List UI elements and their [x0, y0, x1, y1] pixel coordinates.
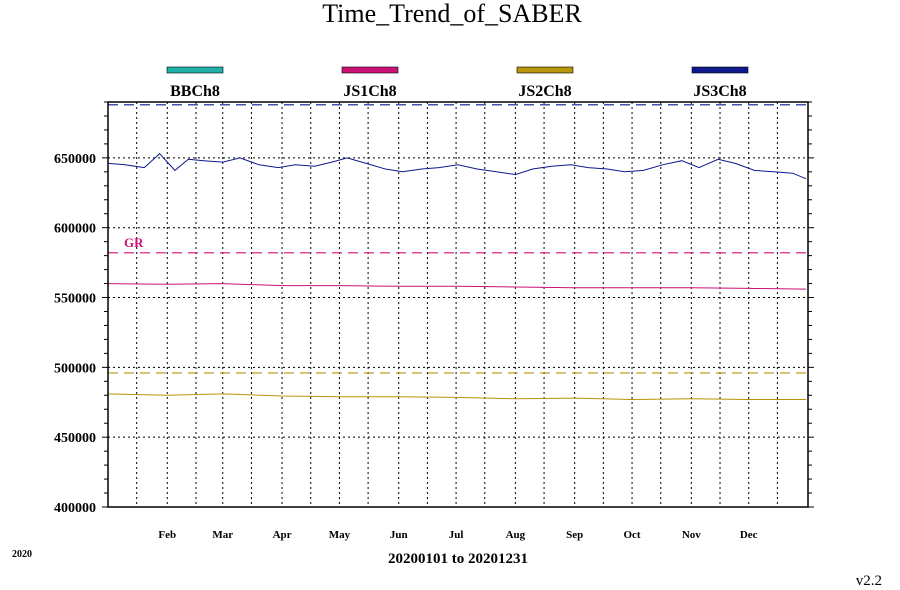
y-axis-ticks: 400000 450000 500000 550000 600000 650000 — [54, 101, 814, 516]
legend-swatch — [166, 66, 224, 74]
y-tick-label: 400000 — [54, 501, 96, 516]
grid — [108, 102, 808, 507]
x-tick-label: Aug — [506, 529, 526, 541]
series-lines — [107, 152, 807, 401]
legend-swatch — [691, 66, 749, 74]
legend-label: BBCh8 — [170, 83, 220, 100]
legend-label: JS1Ch8 — [343, 83, 396, 100]
legend-label: JS3Ch8 — [693, 83, 746, 100]
version-label: v2.2 — [856, 573, 882, 589]
date-range-label: 20200101 to 20201231 — [388, 551, 528, 567]
x-tick-label: Mar — [212, 529, 233, 541]
legend-swatch — [516, 66, 574, 74]
x-tick-label: May — [329, 529, 351, 541]
x-tick-label: Jun — [390, 529, 408, 541]
year-label: 2020 — [12, 549, 32, 560]
x-tick-label: Sep — [566, 529, 583, 541]
reference-lines: GR — [108, 104, 808, 374]
x-tick-label: Jul — [449, 529, 464, 541]
x-tick-label: Apr — [273, 529, 292, 541]
y-tick-label: 650000 — [54, 152, 96, 167]
y-tick-label: 550000 — [54, 292, 96, 307]
series-line-js3ch8 — [107, 152, 807, 180]
x-tick-label: Nov — [682, 529, 701, 541]
x-tick-label: Feb — [158, 529, 176, 541]
y-tick-label: 450000 — [54, 431, 96, 446]
chart-title: Time_Trend_of_SABER — [322, 0, 582, 28]
legend-swatch — [341, 66, 399, 74]
plot-frame — [107, 101, 809, 508]
reference-line-label: GR — [124, 235, 144, 250]
x-tick-label: Dec — [740, 529, 758, 541]
y-tick-label: 600000 — [54, 222, 96, 237]
legend-label: JS2Ch8 — [518, 83, 571, 100]
x-axis-ticks: Feb Mar Apr May Jun Jul Aug Sep Oct Nov Dec — [158, 529, 757, 541]
legend: BBCh8 JS1Ch8 JS2Ch8 JS3Ch8 — [166, 66, 749, 100]
y-tick-label: 500000 — [54, 361, 96, 376]
x-tick-label: Oct — [623, 529, 640, 541]
series-line-js2ch8 — [107, 393, 807, 401]
series-line-js1ch8 — [107, 283, 807, 290]
